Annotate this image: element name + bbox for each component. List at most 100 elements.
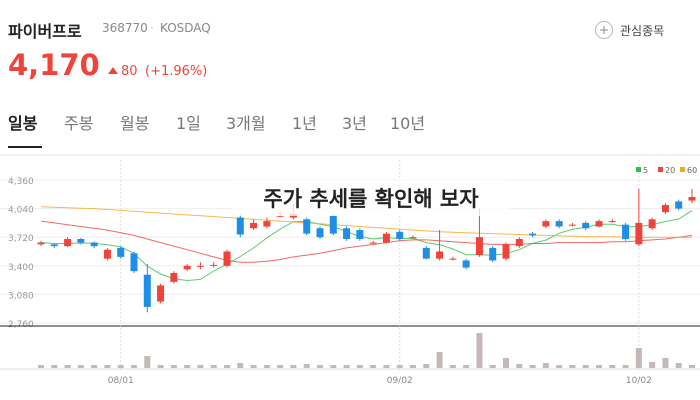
volume-bar xyxy=(77,365,84,368)
volume-bar xyxy=(569,365,576,368)
volume-bar xyxy=(489,365,496,368)
volume-bar xyxy=(144,356,151,368)
tab[interactable]: 월봉 xyxy=(120,114,150,133)
overlay-text: 주가 추세를 확인해 보자 xyxy=(263,187,479,211)
candle-body xyxy=(489,247,497,261)
volume-bar xyxy=(277,365,284,368)
volume-bar xyxy=(131,365,137,368)
y-tick-label: 4,360 xyxy=(8,177,34,187)
volume-bar xyxy=(503,358,509,368)
candle-body xyxy=(196,265,204,267)
legend-swatch xyxy=(658,167,663,172)
candle-body xyxy=(449,258,457,260)
tab[interactable]: 10년 xyxy=(390,114,426,133)
volume-bar xyxy=(556,365,563,368)
volume-bar xyxy=(410,365,416,368)
x-tick-label: 08/01 xyxy=(108,376,134,386)
candle-body xyxy=(210,264,218,266)
stock-name: 파이버프로 xyxy=(8,22,82,41)
x-tick-label: 09/02 xyxy=(387,376,413,386)
dot: · xyxy=(150,21,154,35)
y-tick-label: 3,400 xyxy=(8,263,34,273)
candle-body xyxy=(409,237,417,239)
candle-body xyxy=(356,230,364,239)
volume-bar xyxy=(649,362,656,368)
volume-bar xyxy=(383,365,390,368)
candle-body xyxy=(37,242,45,245)
volume-bar xyxy=(370,365,377,368)
candle-body xyxy=(223,251,231,266)
volume-bar xyxy=(64,365,71,368)
candle-body xyxy=(648,219,656,229)
candle-body xyxy=(329,215,337,234)
candle-body xyxy=(276,215,284,217)
candle-body xyxy=(475,237,483,256)
volume-bar xyxy=(609,365,616,368)
candle-body xyxy=(688,196,696,201)
tab[interactable]: 일봉 xyxy=(8,114,38,133)
volume-bar xyxy=(622,365,629,368)
volume-bar xyxy=(210,365,217,368)
volume-bar xyxy=(330,365,337,368)
volume-bar xyxy=(662,358,669,368)
tab[interactable]: 3개월 xyxy=(226,114,266,133)
volume-bar xyxy=(529,365,536,368)
candle-body xyxy=(90,242,98,247)
candle-body xyxy=(396,231,404,239)
volume-bar xyxy=(91,365,98,368)
up-arrow xyxy=(108,67,118,74)
candle-body xyxy=(64,238,72,247)
tab[interactable]: 1일 xyxy=(176,114,201,133)
tab[interactable]: 주봉 xyxy=(64,114,94,133)
legend-label: 5 xyxy=(643,166,648,175)
candle-body xyxy=(143,274,151,307)
volume-bar xyxy=(476,333,483,368)
volume-bar xyxy=(356,365,363,368)
candle-body xyxy=(436,251,444,259)
candle-body xyxy=(316,228,324,238)
x-tick-label: 10/02 xyxy=(626,376,652,386)
volume-bar xyxy=(250,365,257,368)
legend-label: 60 xyxy=(687,166,697,175)
volume-bar xyxy=(317,365,323,368)
y-tick-label: 3,720 xyxy=(8,234,34,244)
change: 80 xyxy=(121,64,138,79)
candle-body xyxy=(635,222,643,245)
volume-bar xyxy=(157,365,164,368)
candle-body xyxy=(555,221,563,227)
volume-bar xyxy=(542,363,549,368)
tab[interactable]: 3년 xyxy=(342,114,367,133)
candle-body xyxy=(236,217,244,235)
volume-bar xyxy=(635,348,642,368)
volume-bar xyxy=(104,365,111,368)
candle-body xyxy=(343,228,351,239)
candle-body xyxy=(622,224,630,239)
stock-code: 368770 xyxy=(102,21,148,35)
volume-bar xyxy=(343,365,350,368)
watch-label: 관심종목 xyxy=(620,24,665,38)
volume-bar xyxy=(516,364,523,368)
candle-body xyxy=(117,247,125,257)
candle-body xyxy=(608,221,616,223)
volume-bar xyxy=(263,365,270,368)
watch-button[interactable]: 관심종목 xyxy=(594,20,694,42)
volume-bar xyxy=(463,365,470,368)
tab[interactable]: 1년 xyxy=(292,114,317,133)
candle-body xyxy=(157,285,165,302)
candle-body xyxy=(582,222,590,229)
candle-body xyxy=(382,233,390,243)
candle-body xyxy=(422,247,430,259)
moving-average xyxy=(40,206,692,238)
legend-swatch xyxy=(680,167,685,172)
y-tick-label: 3,080 xyxy=(8,291,34,301)
candle-body xyxy=(103,249,111,259)
volume-bar xyxy=(197,365,204,368)
candle-body xyxy=(303,219,311,234)
volume-bar xyxy=(170,365,177,368)
candle-body xyxy=(502,244,510,259)
volume-bar xyxy=(675,363,682,368)
candle-body xyxy=(183,265,191,270)
candle-body xyxy=(77,238,85,243)
